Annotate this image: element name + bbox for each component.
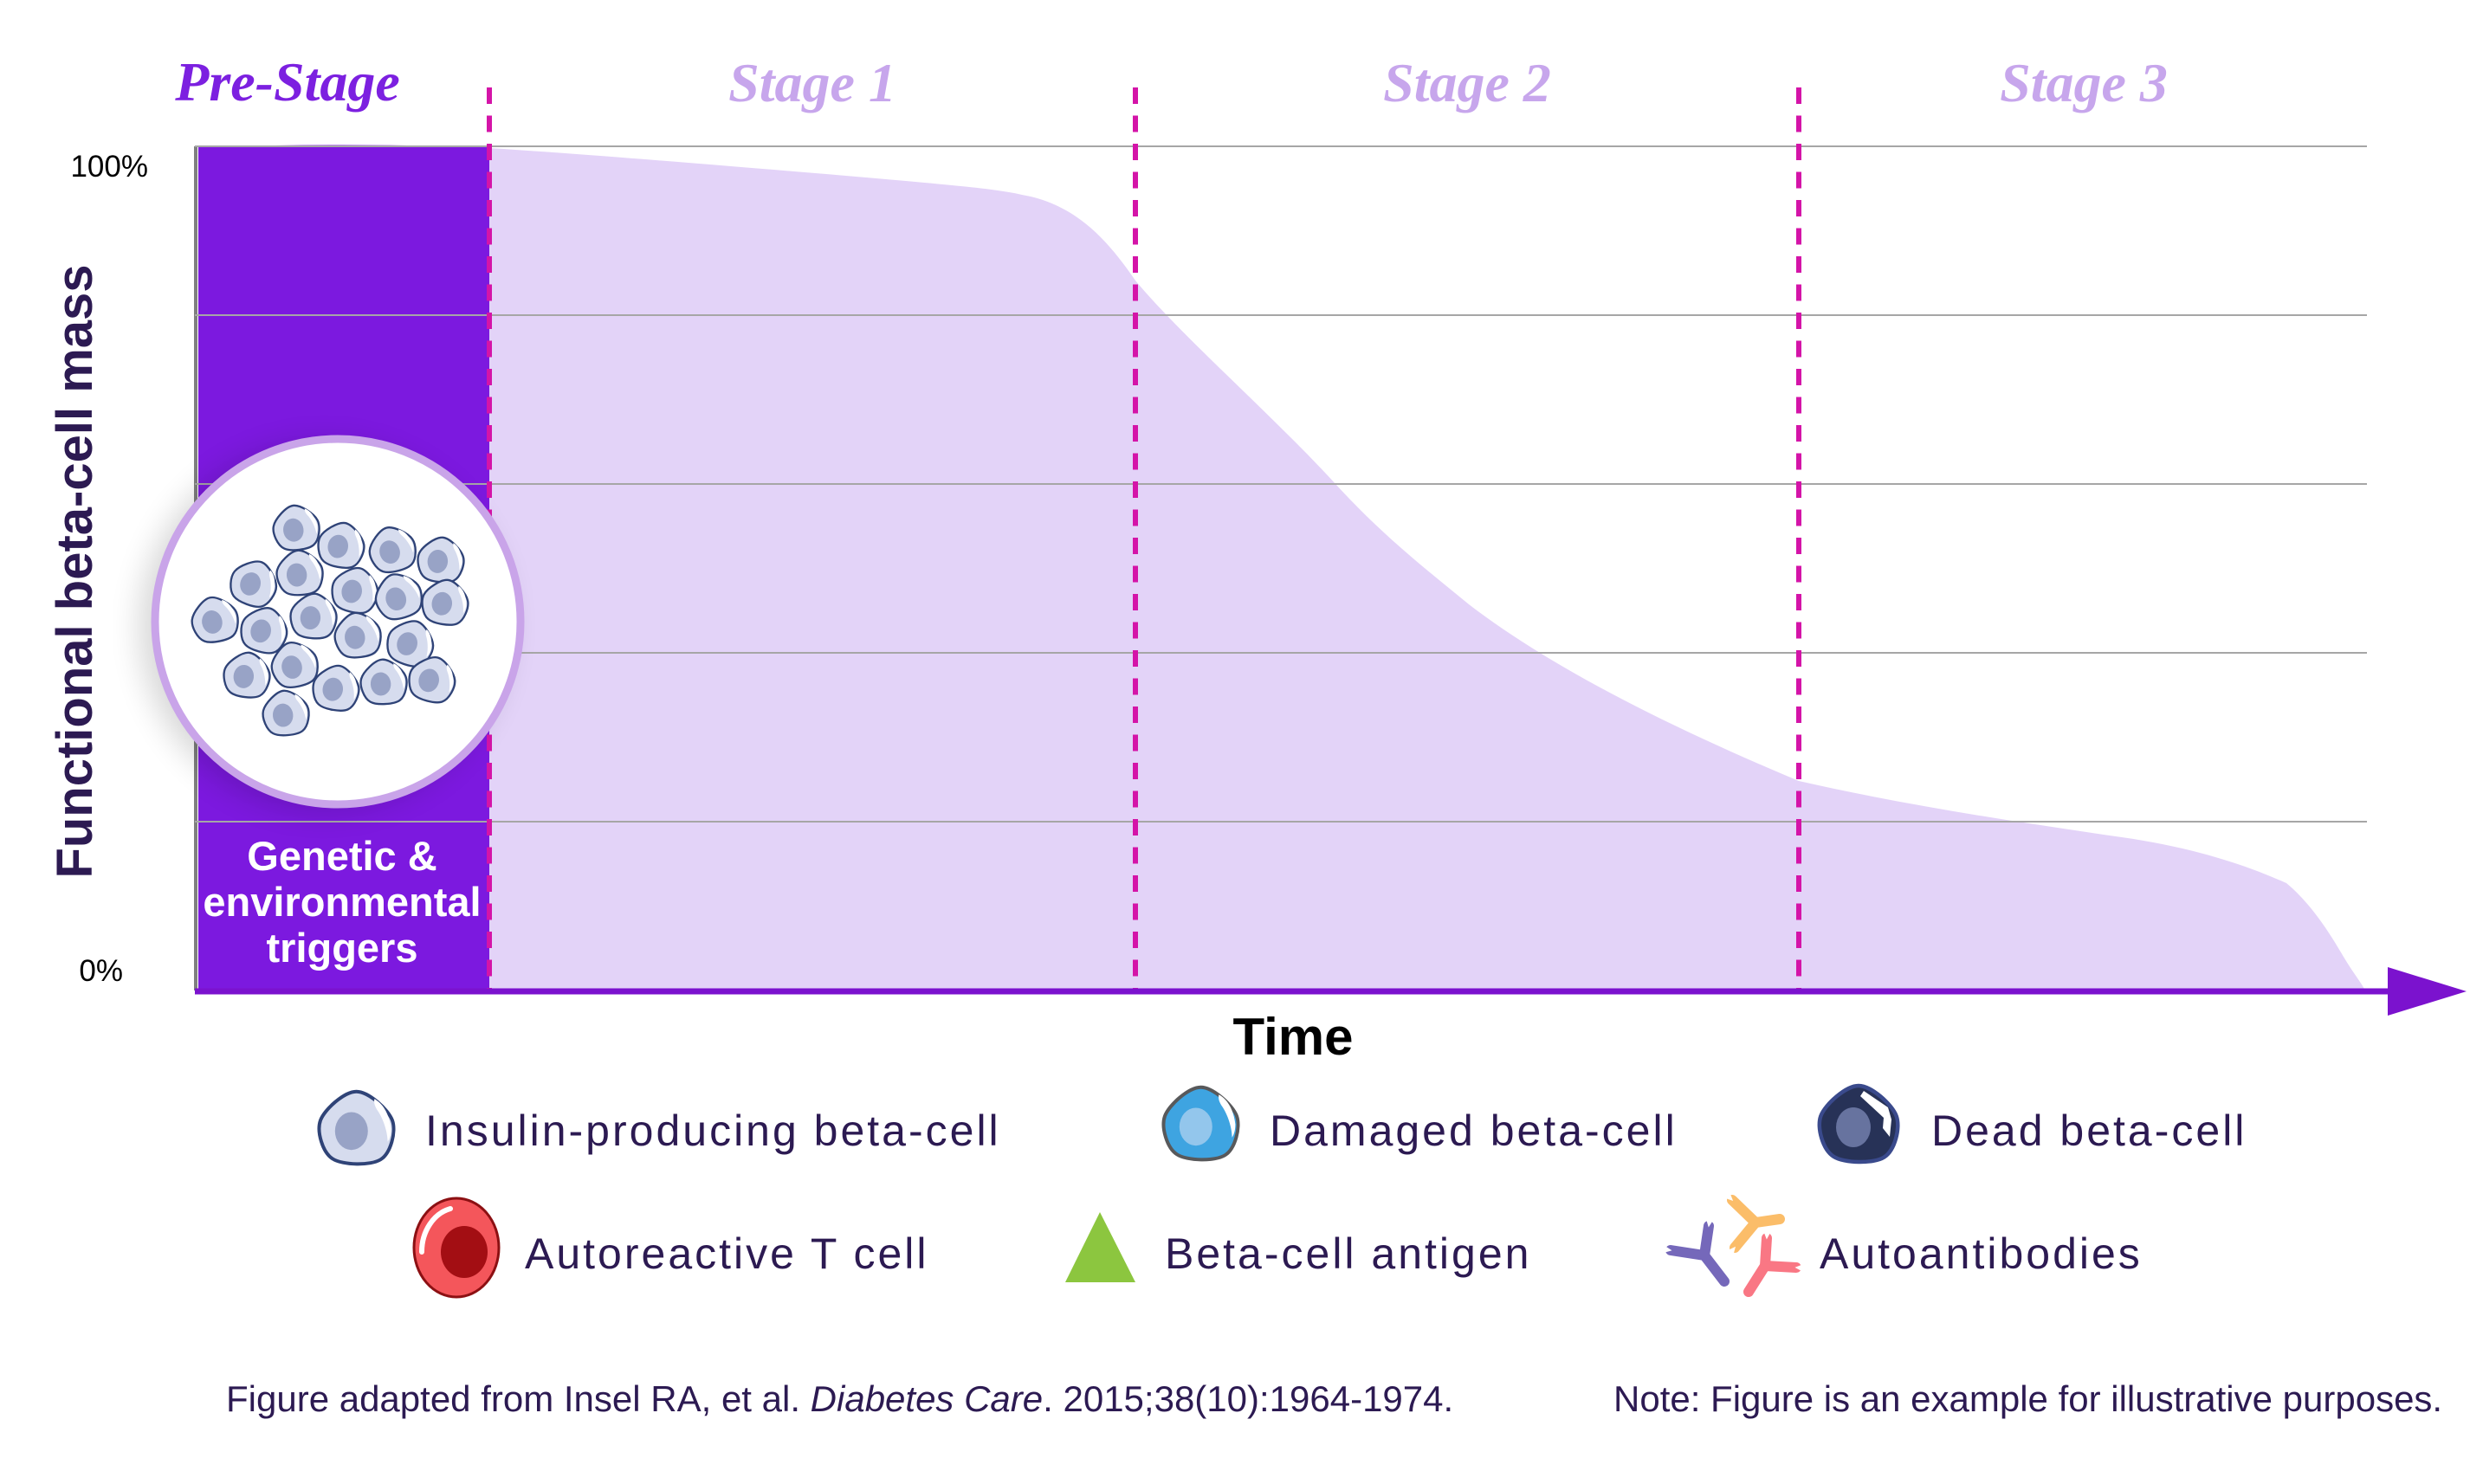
svg-text:Damaged beta-cell: Damaged beta-cell xyxy=(1270,1107,1678,1155)
svg-text:Autoantibodies: Autoantibodies xyxy=(1820,1229,2143,1278)
svg-text:0%: 0% xyxy=(79,954,123,988)
svg-text:Autoreactive T cell: Autoreactive T cell xyxy=(525,1229,928,1278)
svg-text:Functional beta-cell mass: Functional beta-cell mass xyxy=(47,264,103,878)
svg-text:environmental: environmental xyxy=(203,879,481,925)
svg-text:Stage 3: Stage 3 xyxy=(2000,52,2168,113)
svg-text:100%: 100% xyxy=(70,150,148,184)
svg-text:triggers: triggers xyxy=(267,925,418,971)
svg-text:Genetic &: Genetic & xyxy=(247,833,436,879)
svg-text:Beta-cell antigen: Beta-cell antigen xyxy=(1165,1229,1531,1278)
svg-text:Time: Time xyxy=(1233,1008,1354,1066)
svg-text:Stage 1: Stage 1 xyxy=(728,52,896,113)
svg-text:Pre-Stage: Pre-Stage xyxy=(174,51,400,113)
svg-text:Stage 2: Stage 2 xyxy=(1383,52,1551,113)
svg-text:Insulin-producing beta-cell: Insulin-producing beta-cell xyxy=(425,1107,1001,1155)
svg-text:Figure adapted from Insel RA,: Figure adapted from Insel RA, et al. Dia… xyxy=(226,1378,1453,1419)
svg-text:Note: Figure is an example for: Note: Figure is an example for illustrat… xyxy=(1613,1378,2442,1419)
svg-text:Dead beta-cell: Dead beta-cell xyxy=(1931,1107,2247,1155)
